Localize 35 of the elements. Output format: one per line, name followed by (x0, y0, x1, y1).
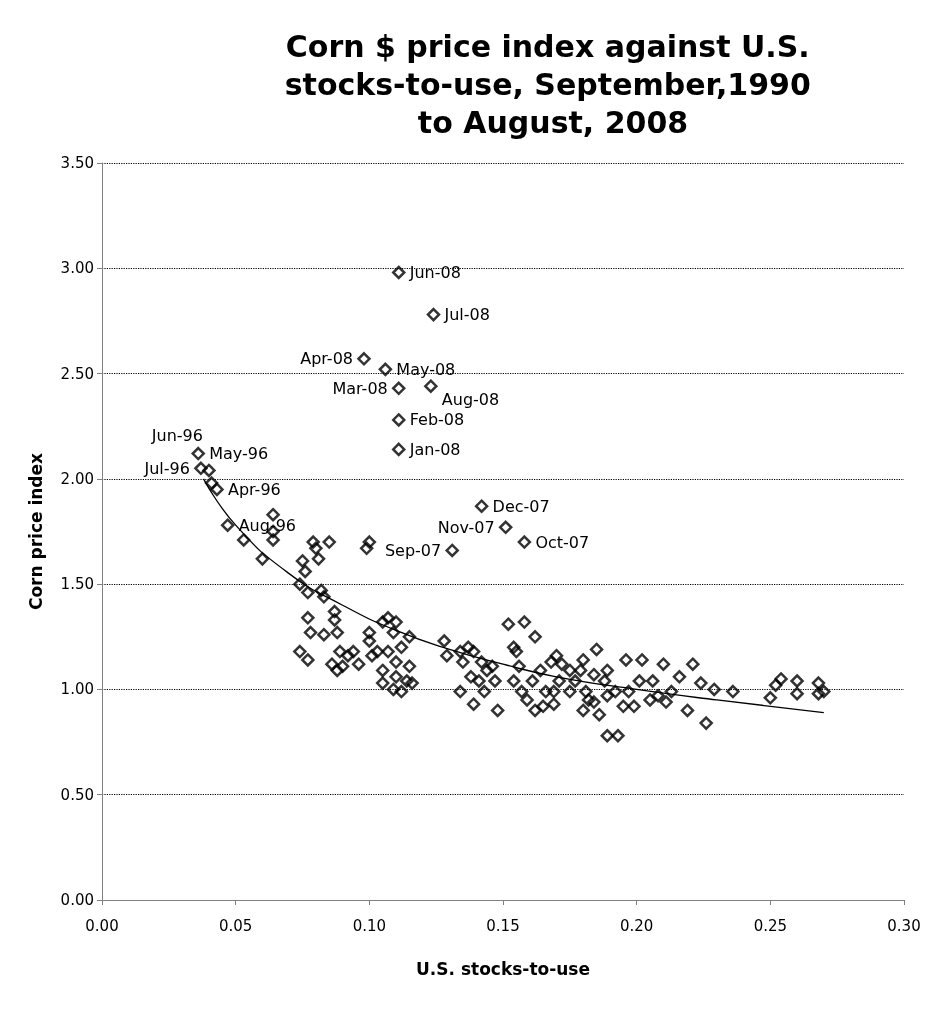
x-tick-label: 0.10 (352, 916, 387, 935)
annotation: Apr-96 (227, 479, 281, 499)
x-tick-label: 0.05 (218, 916, 253, 935)
annotation: Nov-07 (437, 517, 495, 537)
annotation: Aug-96 (238, 515, 297, 535)
annotation: May-08 (396, 359, 456, 379)
annotation: Jun-96 (150, 425, 203, 445)
annotation: Dec-07 (492, 496, 550, 516)
annotation: May-96 (209, 444, 269, 464)
annotation: Apr-08 (300, 349, 353, 369)
x-axis-title: U.S. stocks-to-use (416, 958, 590, 979)
x-tick-label: 0.20 (619, 916, 654, 935)
chart-title: Corn $ price index against U.S. stocks-to-use, September,1990 to August, 2008 (284, 28, 822, 140)
y-tick-label: 1.00 (60, 680, 94, 699)
y-axis-title: Corn price index (25, 452, 46, 611)
y-tick-label: 3.00 (60, 259, 94, 278)
annotation: Jul-08 (443, 305, 490, 325)
x-tick-label: 0.15 (486, 916, 520, 935)
annotation: Mar-08 (332, 378, 388, 398)
x-tick-label: 0.25 (753, 916, 788, 935)
y-tick-label: 2.50 (60, 364, 94, 383)
y-tick-label: 3.50 (60, 154, 94, 172)
annotation: Sep-07 (384, 540, 442, 560)
annotation: Jan-08 (408, 439, 461, 459)
annotation: Jul-96 (143, 458, 190, 478)
y-tick-label: 2.00 (60, 469, 94, 488)
annotation: Oct-07 (535, 532, 590, 552)
x-tick-label: 0.30 (887, 916, 921, 935)
annotation: Feb-08 (409, 410, 465, 430)
y-tick-label: 1.50 (60, 575, 94, 594)
annotation: Jun-08 (408, 263, 461, 282)
x-tick-label: 0.00 (85, 916, 119, 935)
y-tick-label: 0.00 (60, 891, 94, 909)
y-tick-label: 0.50 (60, 785, 94, 804)
annotation: Aug-08 (441, 389, 500, 409)
